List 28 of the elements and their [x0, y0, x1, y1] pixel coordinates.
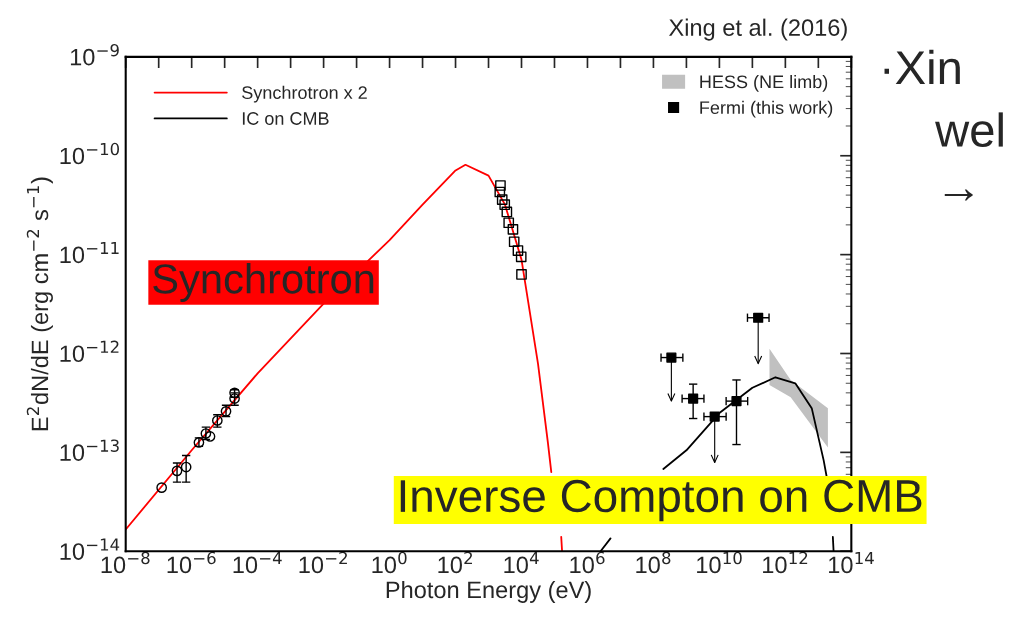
y-tick-label: 10$^{−9}$ — [70, 43, 119, 66]
y-tick-label: 10$^{−13}$ — [60, 439, 119, 461]
annotation: Inverse Compton on CMB — [400, 479, 922, 522]
y-tick-label: 10$^{−10}$ — [60, 142, 120, 165]
x-tick-label: 10$^{6}$ — [570, 551, 605, 574]
x-tick-label: 10$^{14}$ — [829, 551, 874, 574]
x-tick-label: 10$^{4}$ — [504, 551, 539, 574]
y-tick-label: 10$^{−12}$ — [60, 340, 119, 363]
y-tick-label: 10$^{−11}$ — [60, 241, 119, 264]
x-tick-label: 10$^{10}$ — [697, 551, 742, 574]
legend-label: HESS (NE limb) — [700, 74, 828, 92]
legend-label: Fermi (this work) — [700, 100, 833, 118]
text: Xing et al. (2016) — [668, 18, 847, 41]
text: → — [944, 189, 973, 201]
legend-label: IC on CMB — [242, 112, 329, 125]
x-tick-label: 10$^{12}$ — [763, 551, 808, 574]
annotation: Synchrotron — [153, 263, 374, 302]
x-tick-label: 10$^{2}$ — [438, 551, 472, 574]
legend-label: Synchrotron x 2 — [242, 85, 367, 103]
text: ·Xin — [884, 49, 960, 85]
y-axis-title: E$^{2}$dN/dE (erg cm$^{−2}$ s$^{−1}$) — [26, 177, 53, 431]
x-axis-title: Photon Energy (eV) — [386, 580, 591, 603]
x-tick-label: 10$^{−6}$ — [167, 551, 216, 574]
text: wel — [935, 112, 1003, 148]
x-tick-label: 10$^{−2}$ — [299, 551, 347, 574]
x-tick-label: 10$^{−4}$ — [233, 551, 282, 574]
x-tick-label: 10$^{8}$ — [636, 551, 671, 574]
x-tick-label: 10$^{0}$ — [372, 551, 407, 574]
